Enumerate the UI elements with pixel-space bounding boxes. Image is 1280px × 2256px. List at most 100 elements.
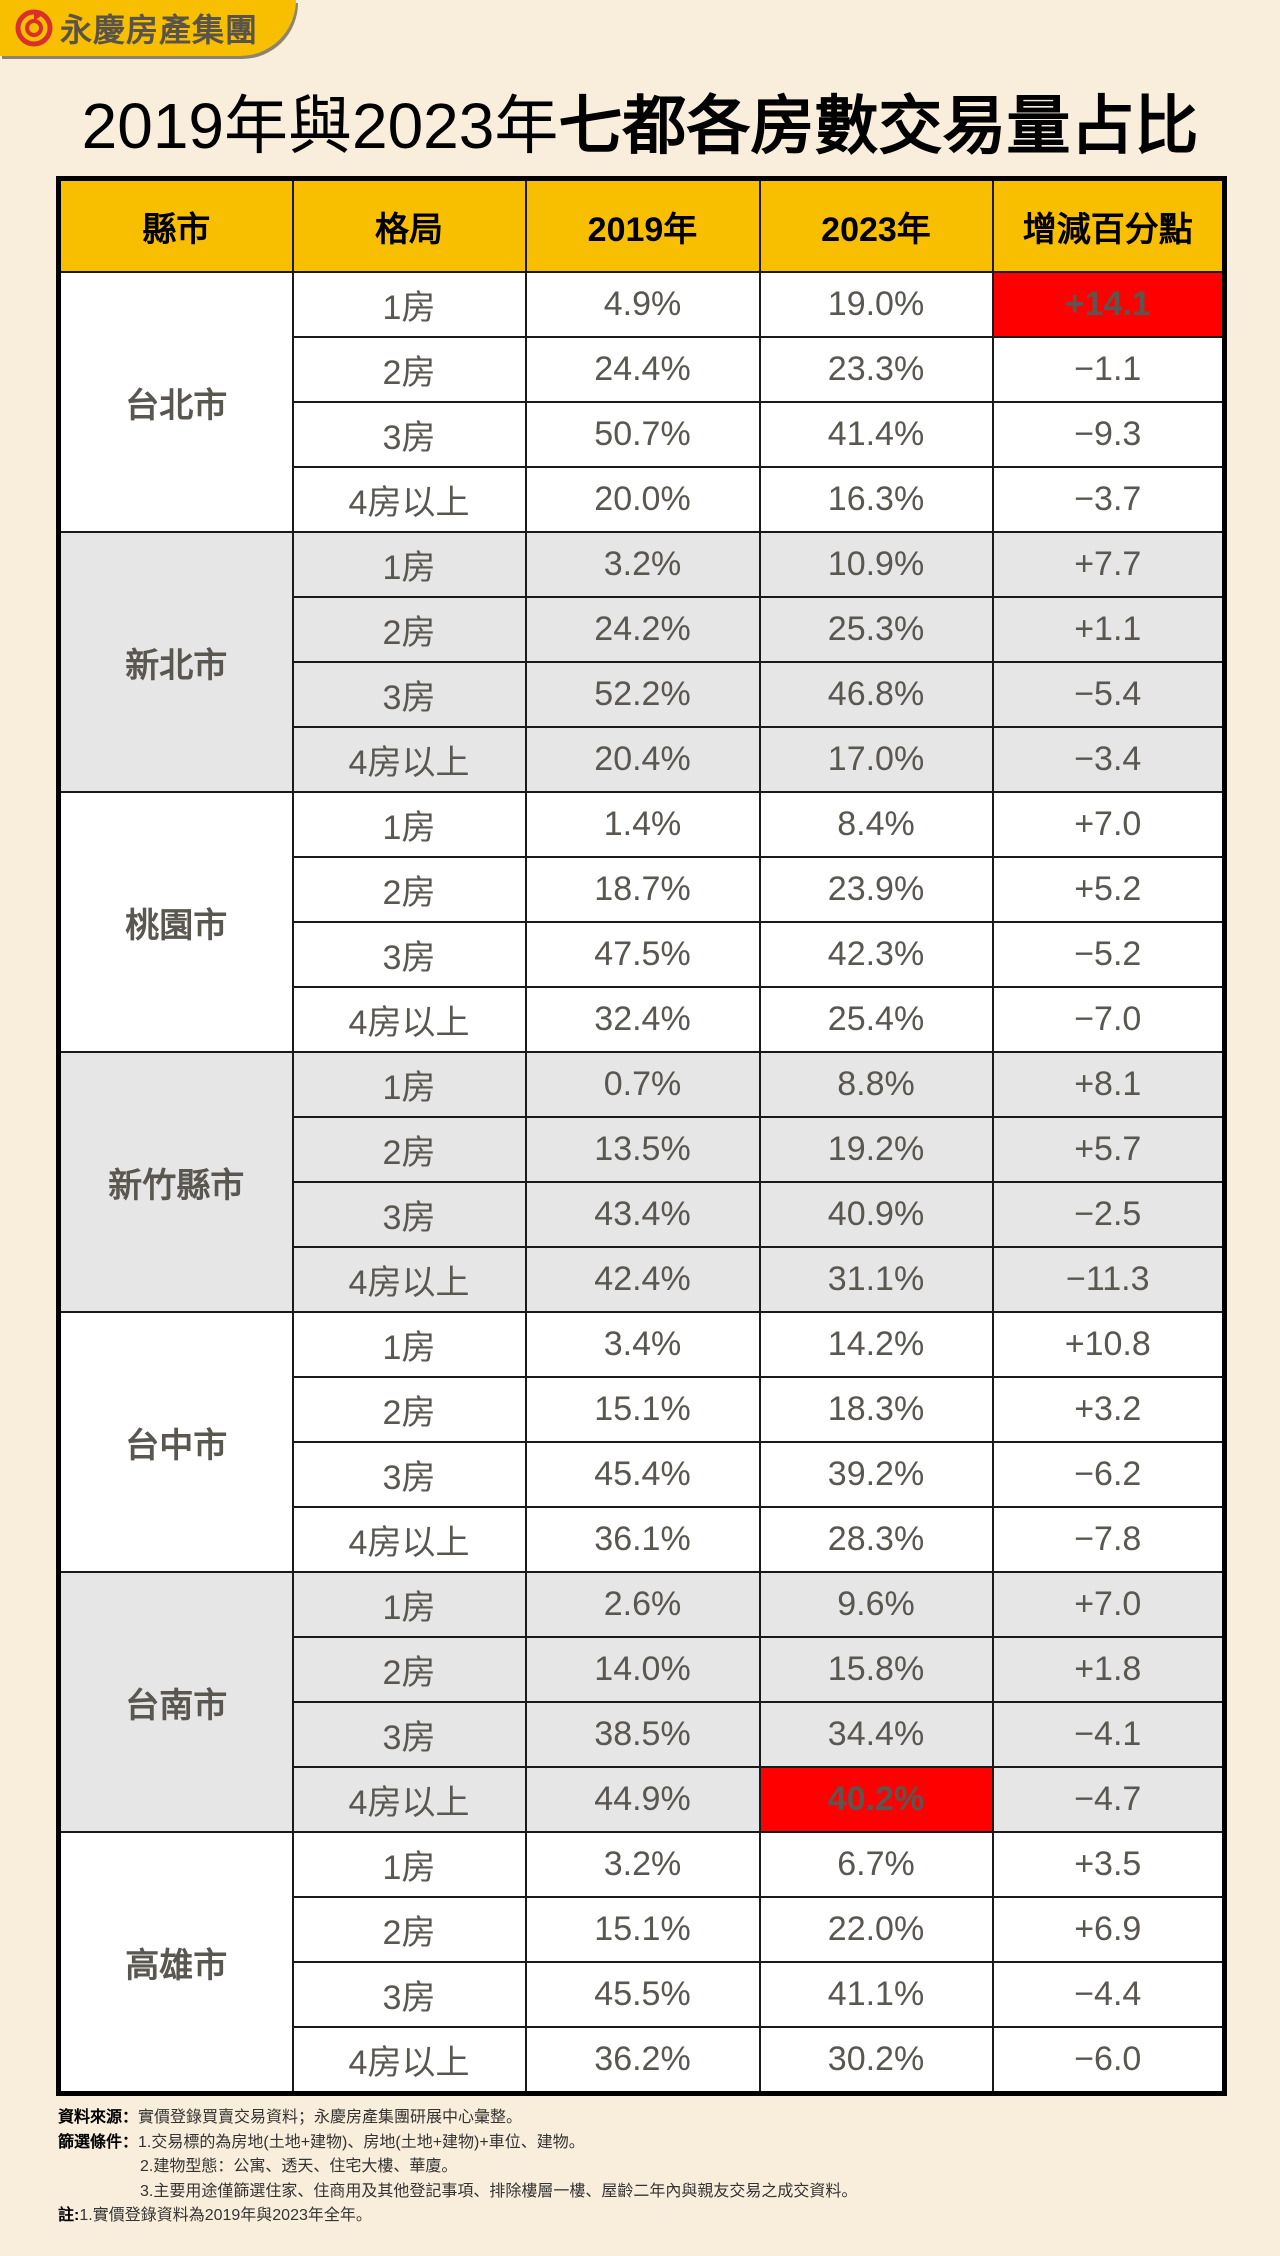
value-2019-cell: 38.5% xyxy=(524,1701,761,1768)
table-row: 2房 15.1% 18.3% +3.2 xyxy=(59,1376,1226,1443)
table-row: 3房 43.4% 40.9% −2.5 xyxy=(59,1181,1226,1248)
value-2019-cell: 45.5% xyxy=(524,1961,761,2028)
delta-cell: −4.1 xyxy=(991,1701,1226,1768)
delta-cell: −7.0 xyxy=(991,986,1226,1053)
layout-cell: 3房 xyxy=(291,921,527,988)
value-2023-cell: 42.3% xyxy=(758,921,994,988)
city-cell: 高雄市 xyxy=(57,1831,294,2095)
layout-cell: 2房 xyxy=(291,1896,527,1963)
table-row: 4房以上 36.2% 30.2% −6.0 xyxy=(59,2026,1226,2095)
value-2019-cell: 44.9% xyxy=(524,1766,761,1833)
value-2023-cell: 46.8% xyxy=(758,661,994,728)
header-layout: 格局 xyxy=(291,177,527,273)
value-2019-cell: 43.4% xyxy=(524,1181,761,1248)
layout-cell: 1房 xyxy=(291,1571,527,1638)
table-row: 2房 24.4% 23.3% −1.1 xyxy=(59,336,1226,403)
layout-cell: 4房以上 xyxy=(291,1506,527,1573)
table-row: 3房 50.7% 41.4% −9.3 xyxy=(59,401,1226,468)
value-2023-cell: 14.2% xyxy=(758,1311,994,1378)
value-2019-cell: 0.7% xyxy=(524,1051,761,1118)
value-2019-cell: 47.5% xyxy=(524,921,761,988)
table-row: 3房 45.4% 39.2% −6.2 xyxy=(59,1441,1226,1508)
table-row: 4房以上 20.0% 16.3% −3.7 xyxy=(59,466,1226,533)
delta-cell: −2.5 xyxy=(991,1181,1226,1248)
table-row: 3房 52.2% 46.8% −5.4 xyxy=(59,661,1226,728)
city-cell: 新竹縣市 xyxy=(57,1051,294,1313)
city-cell: 台北市 xyxy=(57,271,294,533)
table-row: 台中市 1房 3.4% 14.2% +10.8 xyxy=(57,1311,1226,1573)
table-row: 台南市 1房 2.6% 9.6% +7.0 xyxy=(57,1571,1226,1833)
layout-cell: 1房 xyxy=(291,1051,527,1118)
layout-cell: 2房 xyxy=(291,856,527,923)
data-table: 縣市 格局 2019年 2023年 增減百分點 台北市 1房 4.9% 19.0% +1… xyxy=(56,176,1227,2096)
delta-cell: +1.8 xyxy=(991,1636,1226,1703)
value-2023-cell: 40.2% xyxy=(758,1766,994,1833)
layout-cell: 1房 xyxy=(291,1831,527,1898)
value-2019-cell: 3.4% xyxy=(524,1311,761,1378)
city-cell: 新北市 xyxy=(57,531,294,793)
value-2023-cell: 22.0% xyxy=(758,1896,994,1963)
delta-cell: +7.0 xyxy=(991,1571,1226,1638)
city-cell: 台中市 xyxy=(57,1311,294,1573)
value-2023-cell: 41.1% xyxy=(758,1961,994,2028)
layout-cell: 4房以上 xyxy=(291,466,527,533)
value-2023-cell: 19.2% xyxy=(758,1116,994,1183)
delta-cell: −11.3 xyxy=(991,1246,1226,1313)
layout-cell: 1房 xyxy=(291,1311,527,1378)
value-2019-cell: 18.7% xyxy=(524,856,761,923)
value-2023-cell: 28.3% xyxy=(758,1506,994,1573)
delta-cell: +3.2 xyxy=(991,1376,1226,1443)
value-2019-cell: 3.2% xyxy=(524,1831,761,1898)
delta-cell: −4.4 xyxy=(991,1961,1226,2028)
value-2023-cell: 39.2% xyxy=(758,1441,994,1508)
layout-cell: 3房 xyxy=(291,401,527,468)
table-row: 3房 45.5% 41.1% −4.4 xyxy=(59,1961,1226,2028)
remark-note: 註:1.實價登錄資料為2019年與2023年全年。 xyxy=(58,2207,372,2224)
table-row: 2房 13.5% 19.2% +5.7 xyxy=(59,1116,1226,1183)
value-2019-cell: 20.4% xyxy=(524,726,761,793)
page-title: 2019年與2023年七都各房數交易量占比 xyxy=(0,88,1280,164)
table-row: 3房 47.5% 42.3% −5.2 xyxy=(59,921,1226,988)
delta-cell: +5.2 xyxy=(991,856,1226,923)
layout-cell: 4房以上 xyxy=(291,726,527,793)
layout-cell: 4房以上 xyxy=(291,1246,527,1313)
filter-note-2: 2.建物型態：公寓、透天、住宅大樓、華廈。 xyxy=(140,2158,458,2175)
table-row: 4房以上 42.4% 31.1% −11.3 xyxy=(59,1246,1226,1313)
value-2019-cell: 24.4% xyxy=(524,336,761,403)
delta-cell: −9.3 xyxy=(991,401,1226,468)
value-2023-cell: 9.6% xyxy=(758,1571,994,1638)
layout-cell: 3房 xyxy=(291,1961,527,2028)
city-cell: 台南市 xyxy=(57,1571,294,1833)
layout-cell: 3房 xyxy=(291,1701,527,1768)
table-row: 4房以上 44.9% 40.2% −4.7 xyxy=(59,1766,1226,1833)
table-row: 2房 24.2% 25.3% +1.1 xyxy=(59,596,1226,663)
delta-cell: +1.1 xyxy=(991,596,1226,663)
table-row: 2房 15.1% 22.0% +6.9 xyxy=(59,1896,1226,1963)
value-2023-cell: 6.7% xyxy=(758,1831,994,1898)
layout-cell: 4房以上 xyxy=(291,2026,527,2095)
layout-cell: 1房 xyxy=(291,271,527,338)
header-city: 縣市 xyxy=(57,177,294,273)
value-2023-cell: 23.3% xyxy=(758,336,994,403)
delta-cell: −6.0 xyxy=(991,2026,1226,2095)
header-2023: 2023年 xyxy=(758,177,994,273)
delta-cell: +8.1 xyxy=(991,1051,1226,1118)
title-subject: 七都各房數交易量占比 xyxy=(558,90,1199,162)
layout-cell: 2房 xyxy=(291,596,527,663)
value-2023-cell: 34.4% xyxy=(758,1701,994,1768)
layout-cell: 1房 xyxy=(291,531,527,598)
delta-cell: −1.1 xyxy=(991,336,1226,403)
header-delta: 增減百分點 xyxy=(991,177,1226,273)
value-2023-cell: 8.8% xyxy=(758,1051,994,1118)
value-2019-cell: 36.1% xyxy=(524,1506,761,1573)
value-2019-cell: 36.2% xyxy=(524,2026,761,2095)
value-2019-cell: 4.9% xyxy=(524,271,761,338)
value-2023-cell: 19.0% xyxy=(758,271,994,338)
table-row: 新北市 1房 3.2% 10.9% +7.7 xyxy=(57,531,1226,793)
value-2019-cell: 45.4% xyxy=(524,1441,761,1508)
delta-cell: −4.7 xyxy=(991,1766,1226,1833)
value-2019-cell: 2.6% xyxy=(524,1571,761,1638)
value-2019-cell: 52.2% xyxy=(524,661,761,728)
table-row: 4房以上 36.1% 28.3% −7.8 xyxy=(59,1506,1226,1573)
layout-cell: 2房 xyxy=(291,1116,527,1183)
